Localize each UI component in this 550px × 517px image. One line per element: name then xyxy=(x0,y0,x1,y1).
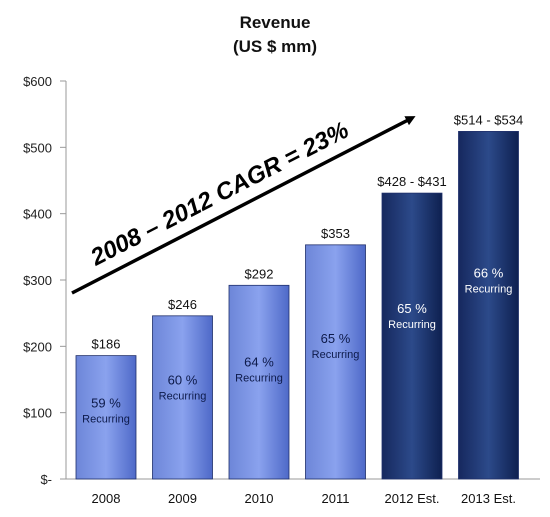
bar xyxy=(381,192,443,480)
bar-value-label: $246 xyxy=(168,297,197,312)
x-tick-label: 2010 xyxy=(245,491,274,506)
bar-recurring-label: Recurring xyxy=(159,390,207,402)
bar-recurring-label: Recurring xyxy=(235,373,283,385)
cagr-arrow xyxy=(71,116,416,295)
bar-recurring-label: Recurring xyxy=(465,283,513,295)
y-tick-label: $- xyxy=(40,472,52,487)
x-tick-label: 2013 Est. xyxy=(461,491,516,506)
bar-recurring-pct: 64 % xyxy=(244,355,274,370)
bar-recurring-label: Recurring xyxy=(312,349,360,361)
bar-recurring-pct: 60 % xyxy=(168,372,198,387)
x-tick-label: 2009 xyxy=(168,491,197,506)
bar-recurring-pct: 59 % xyxy=(91,395,121,410)
x-tick-label: 2012 Est. xyxy=(385,491,440,506)
bar-value-label: $428 - $431 xyxy=(377,174,446,189)
bar xyxy=(152,315,213,480)
y-tick-label: $500 xyxy=(23,140,52,155)
y-tick-label: $100 xyxy=(23,406,52,421)
bar xyxy=(75,355,137,480)
y-tick-label: $200 xyxy=(23,339,52,354)
x-tick-label: 2008 xyxy=(92,491,121,506)
bar-recurring-pct: 65 % xyxy=(321,331,351,346)
y-tick-label: $600 xyxy=(23,74,52,89)
bar-recurring-label: Recurring xyxy=(388,319,436,331)
bar-recurring-pct: 66 % xyxy=(474,265,504,280)
bar-value-label: $186 xyxy=(92,337,121,352)
bar-value-label: $514 - $534 xyxy=(454,112,523,127)
bar xyxy=(458,131,519,480)
bar xyxy=(305,244,366,480)
y-tick-label: $400 xyxy=(23,207,52,222)
bar-recurring-pct: 65 % xyxy=(397,301,427,316)
x-tick-label: 2011 xyxy=(322,491,350,506)
bar-recurring-label: Recurring xyxy=(82,413,130,425)
chart-subtitle: (US $ mm) xyxy=(232,37,318,56)
bar-value-label: $292 xyxy=(245,266,274,281)
bar-value-label: $353 xyxy=(321,226,350,241)
bar xyxy=(228,284,290,480)
y-tick-label: $300 xyxy=(23,273,52,288)
chart-title: Revenue xyxy=(239,13,311,32)
